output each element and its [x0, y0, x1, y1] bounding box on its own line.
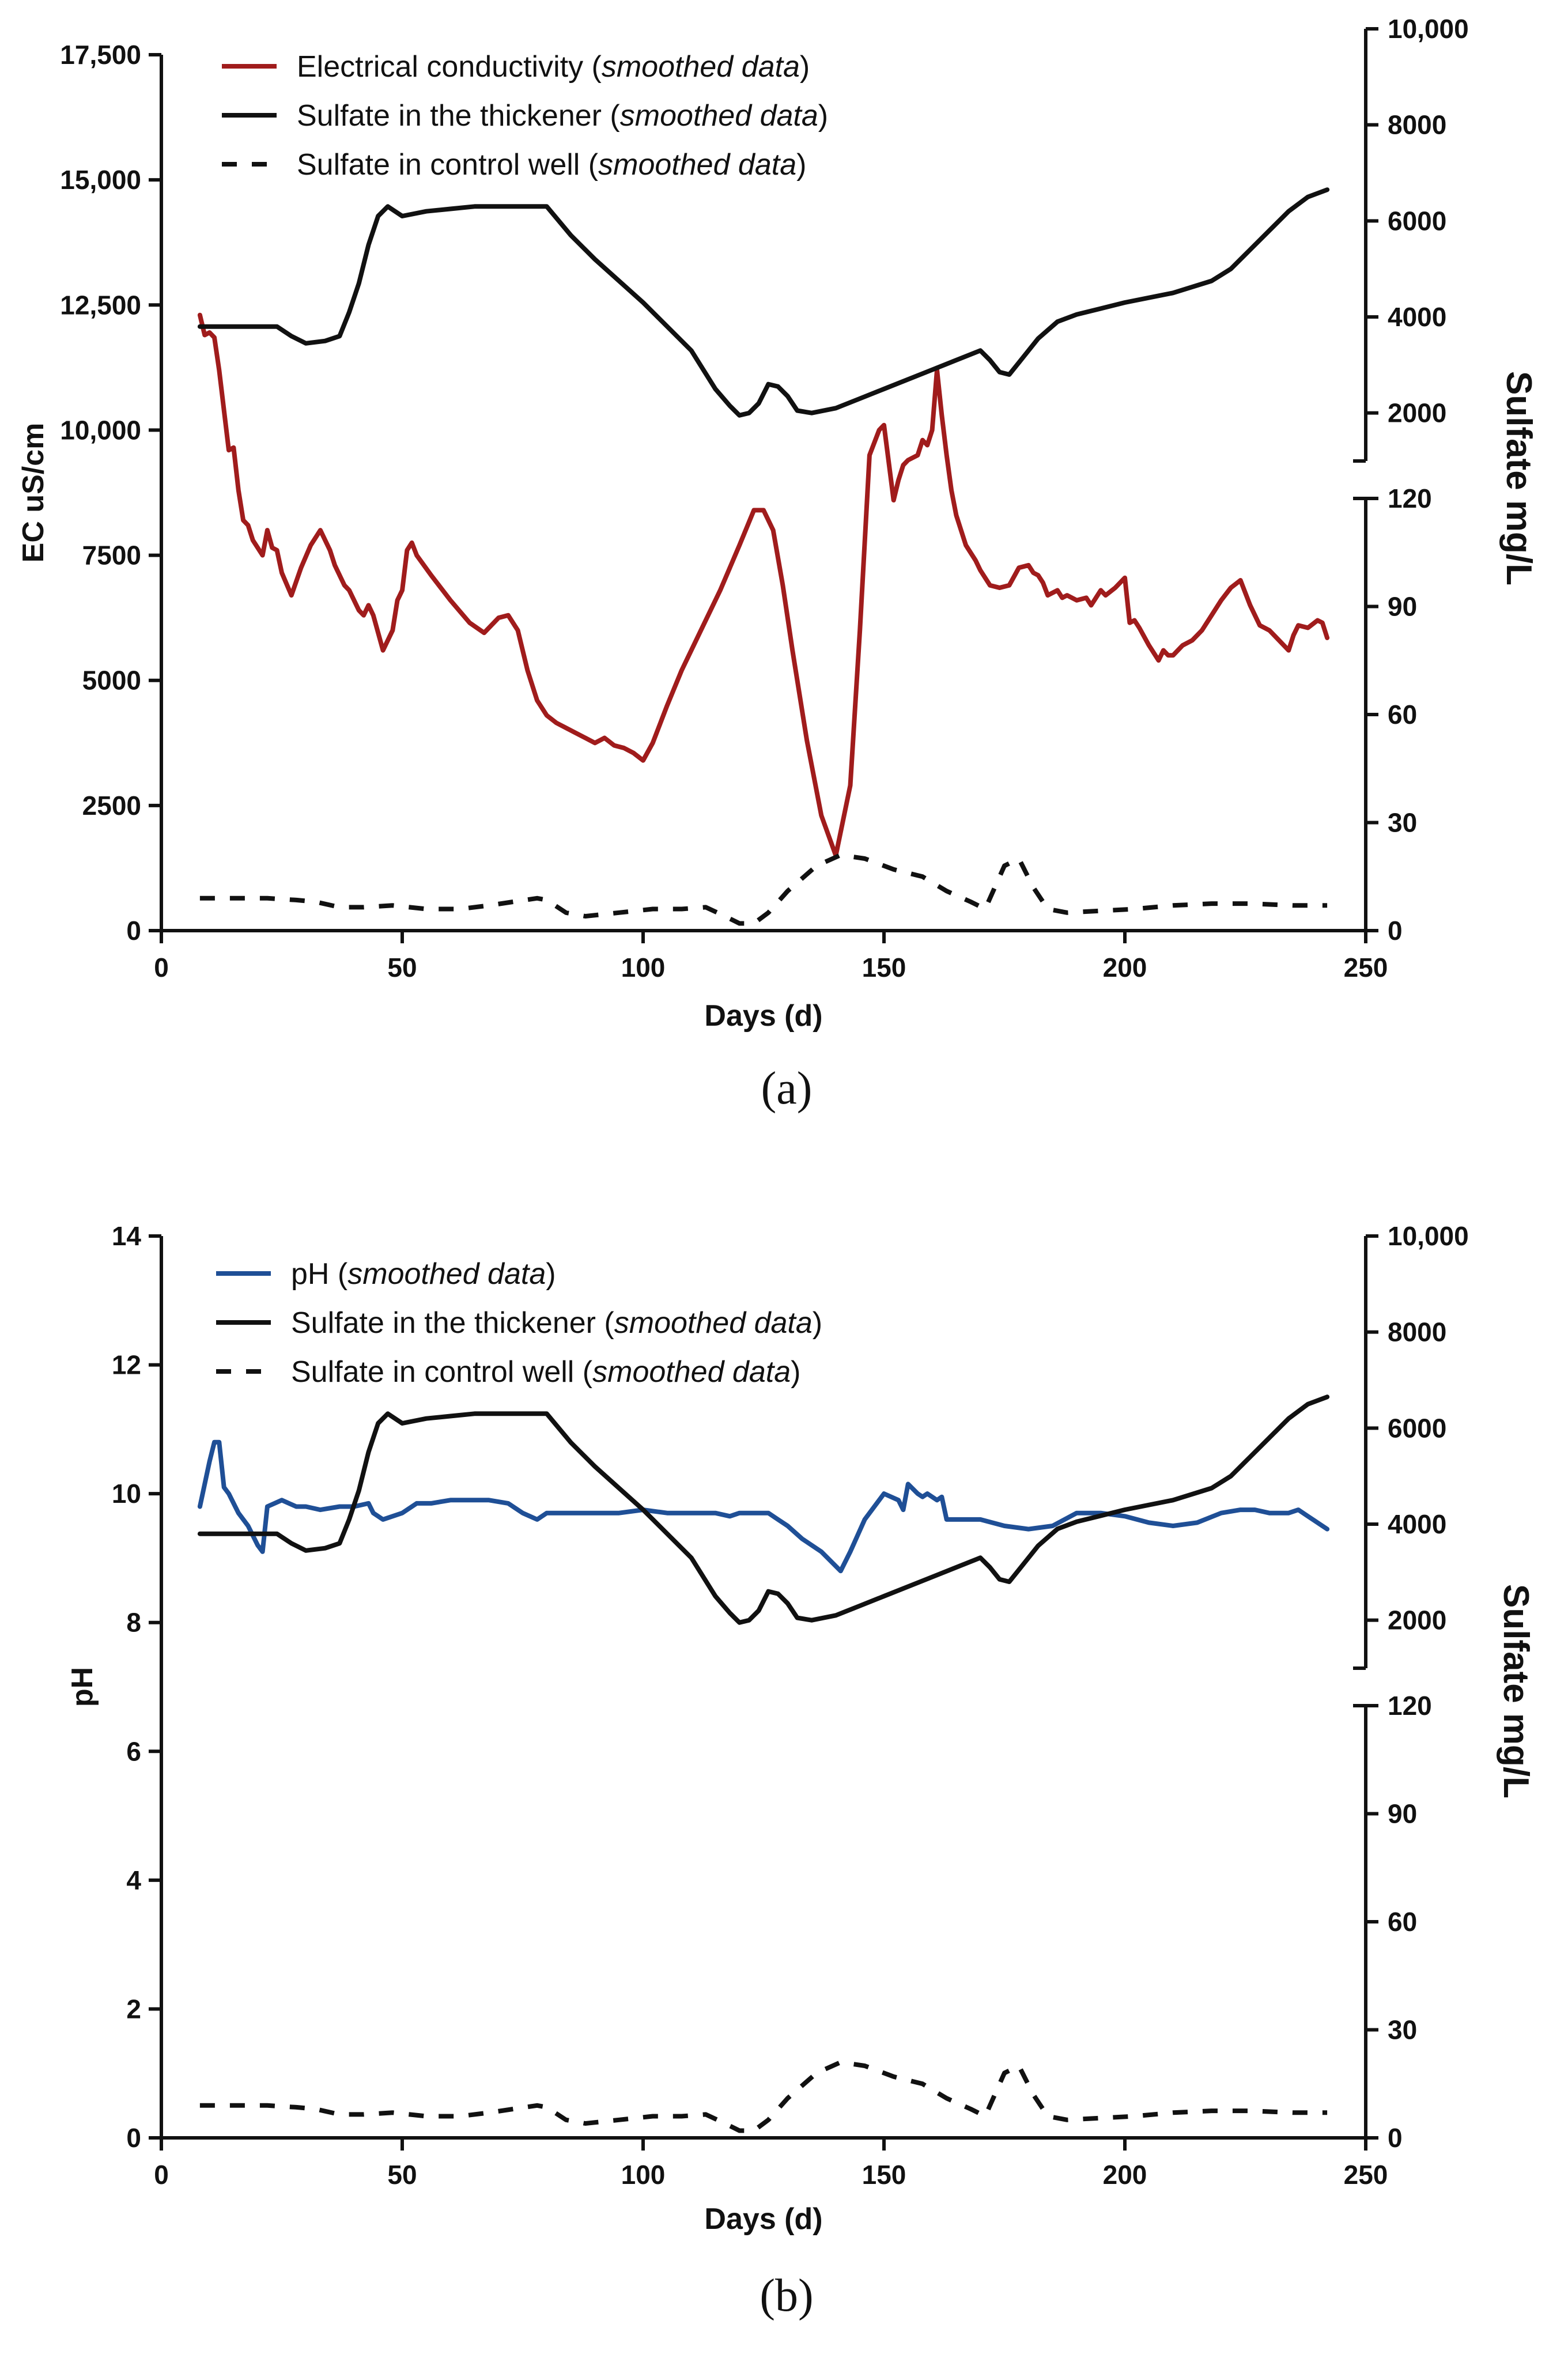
right-upper-tick-label: 10,000 [1388, 14, 1469, 44]
left-tick-label: 6 [126, 1736, 141, 1766]
panel-b: 0 50 100 150 200 2500246810121420004000600080… [66, 1221, 1536, 2321]
left-tick-label: 14 [112, 1221, 142, 1251]
x-tick-label: 100 [621, 953, 666, 982]
right-upper-tick-label: 4000 [1388, 1509, 1446, 1539]
left-tick-label: 15,000 [60, 165, 141, 195]
panel-caption: (b) [760, 2270, 813, 2321]
legend-label: Sulfate in control well (smoothed data) [291, 1355, 800, 1389]
right-upper-tick-label: 4000 [1388, 302, 1446, 332]
legend-close: ) [546, 1257, 556, 1291]
left-axis-title: EC uS/cm [17, 423, 50, 563]
left-tick-label: 2500 [82, 791, 141, 821]
right-lower-tick-label: 0 [1388, 2123, 1403, 2153]
x-tick-label: 50 [387, 953, 417, 982]
x-tick-label: 250 [1344, 2160, 1388, 2190]
legend-note: smoothed data [598, 148, 796, 182]
x-tick-label: 200 [1103, 2160, 1147, 2190]
series-line-sulfate-in-the-thickener [197, 1394, 1330, 1625]
right-axis-title: Sulfate mg/L [1496, 1584, 1536, 1798]
left-tick-label: 7500 [82, 541, 141, 570]
x-tick-label: 100 [621, 2160, 666, 2190]
x-tick-label: 150 [862, 953, 906, 982]
series-line-sulfate-in-the-thickener [197, 187, 1330, 418]
legend-label: Sulfate in the thickener (smoothed data) [297, 99, 828, 133]
legend-note: smoothed data [602, 50, 800, 84]
left-tick-label: 8 [126, 1608, 141, 1638]
left-tick-label: 12 [112, 1350, 141, 1380]
legend-close: ) [791, 1355, 800, 1389]
right-upper-tick-label: 6000 [1388, 1413, 1446, 1443]
left-tick-label: 17,500 [60, 40, 141, 70]
legend-name: Sulfate in control well ( [291, 1355, 593, 1389]
panel-a: 0 50 100 150 200 250025005000750010,00012,500… [17, 14, 1539, 1114]
legend-name: Sulfate in control well ( [297, 148, 599, 182]
legend-close: ) [813, 1306, 822, 1340]
legend-note: smoothed data [614, 1306, 813, 1340]
right-lower-tick-label: 120 [1388, 1691, 1432, 1721]
right-lower-tick-label: 120 [1388, 483, 1432, 513]
x-axis-title: Days (d) [704, 2202, 822, 2236]
left-tick-label: 12,500 [60, 290, 141, 320]
x-tick-label: 150 [862, 2160, 906, 2190]
x-tick-label: 0 [154, 953, 169, 982]
legend-name: pH ( [291, 1257, 348, 1291]
legend-label: Sulfate in control well (smoothed data) [297, 148, 806, 182]
right-lower-tick-label: 0 [1388, 916, 1403, 946]
legend-note: smoothed data [592, 1355, 791, 1389]
left-axis-title: pH [66, 1667, 99, 1707]
right-lower-tick-label: 60 [1388, 1907, 1417, 1937]
right-lower-tick-label: 90 [1388, 592, 1417, 622]
legend-name: Electrical conductivity ( [297, 50, 602, 84]
legend-close: ) [796, 148, 806, 182]
left-tick-label: 0 [126, 2123, 141, 2153]
right-upper-tick-label: 8000 [1388, 1317, 1446, 1347]
right-lower-tick-label: 60 [1388, 700, 1417, 730]
series-line-ph [197, 1439, 1330, 1574]
legend-label: Electrical conductivity (smoothed data) [297, 50, 810, 84]
right-lower-tick-label: 30 [1388, 2015, 1417, 2045]
left-tick-label: 10 [112, 1479, 141, 1509]
legend-close: ) [800, 50, 810, 84]
legend-note: smoothed data [620, 99, 818, 133]
right-upper-tick-label: 10,000 [1388, 1221, 1469, 1251]
panel-caption: (a) [761, 1063, 813, 1114]
x-tick-label: 200 [1103, 953, 1147, 982]
right-upper-tick-label: 2000 [1388, 1605, 1446, 1635]
series-line-electrical-conductivity [197, 312, 1330, 858]
x-tick-label: 250 [1344, 953, 1388, 982]
x-axis-title: Days (d) [704, 999, 822, 1033]
left-tick-label: 4 [126, 1865, 141, 1895]
right-lower-tick-label: 90 [1388, 1799, 1417, 1829]
x-tick-label: 0 [154, 2160, 169, 2190]
legend-name: Sulfate in the thickener ( [291, 1306, 614, 1340]
series-line-sulfate-in-control-well [199, 2059, 1328, 2133]
right-lower-tick-label: 30 [1388, 808, 1417, 838]
legend-label: pH (smoothed data) [291, 1257, 556, 1291]
left-tick-label: 0 [126, 916, 141, 946]
left-tick-label: 2 [126, 1994, 141, 2024]
x-tick-label: 50 [387, 2160, 417, 2190]
right-upper-tick-label: 2000 [1388, 398, 1446, 428]
legend-label: Sulfate in the thickener (smoothed data) [291, 1306, 822, 1340]
right-upper-tick-label: 6000 [1388, 206, 1446, 236]
legend-note: smoothed data [347, 1257, 546, 1291]
legend-close: ) [818, 99, 828, 133]
right-axis-title: Sulfate mg/L [1499, 371, 1539, 585]
right-upper-tick-label: 8000 [1388, 110, 1446, 140]
left-tick-label: 5000 [82, 666, 141, 696]
legend-name: Sulfate in the thickener ( [297, 99, 620, 133]
left-tick-label: 10,000 [60, 415, 141, 445]
series-line-sulfate-in-control-well [199, 852, 1328, 926]
